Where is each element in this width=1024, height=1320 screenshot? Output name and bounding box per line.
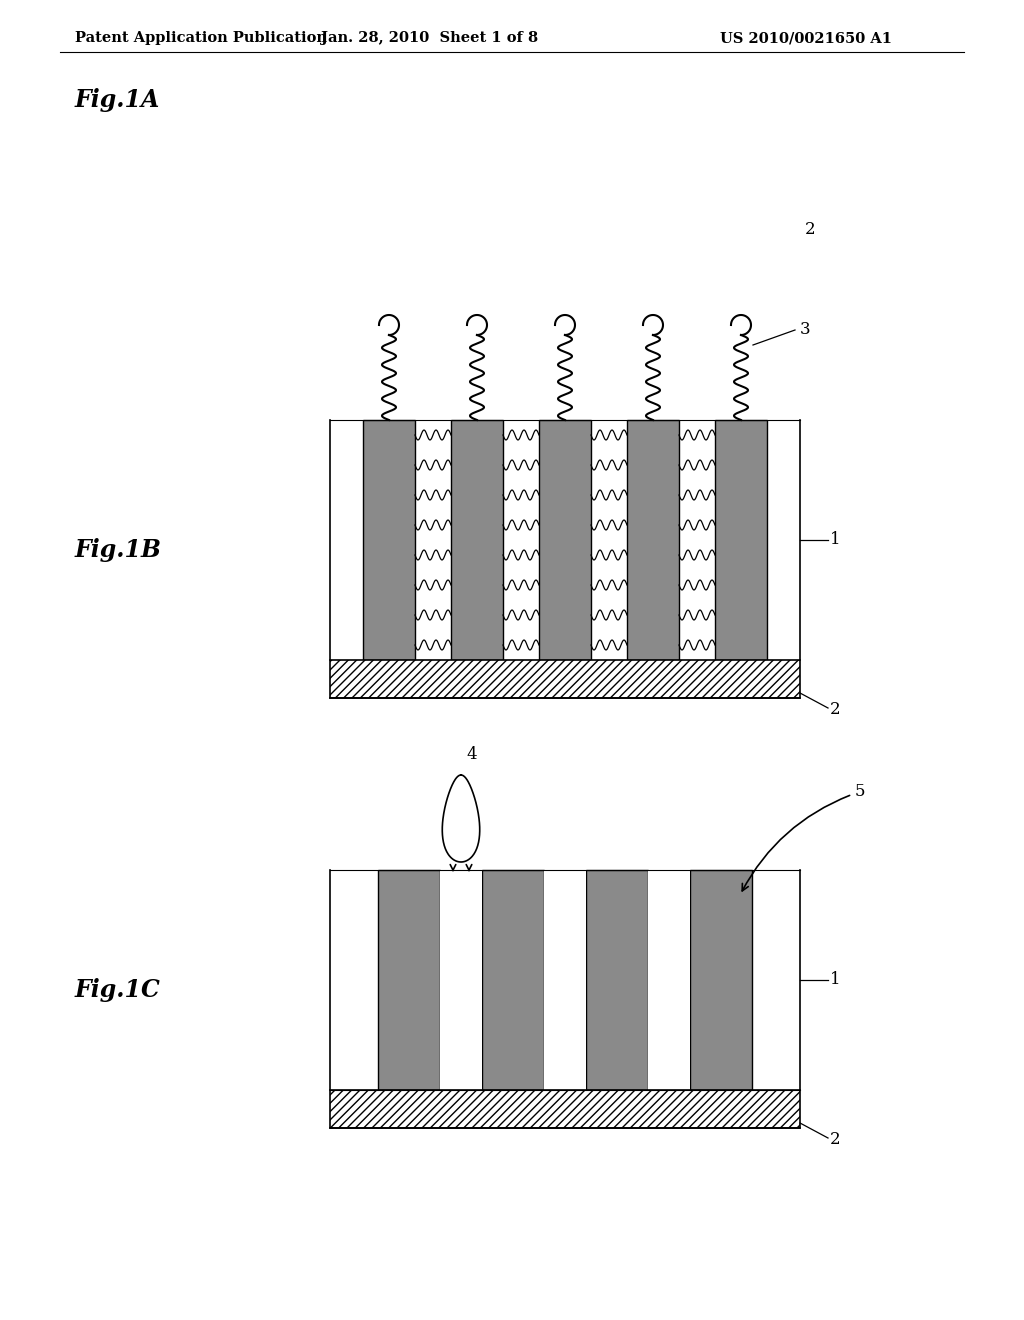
Text: 3: 3 (800, 322, 811, 338)
Text: Fig.1B: Fig.1B (75, 539, 162, 562)
Text: 2: 2 (830, 701, 841, 718)
Text: 1: 1 (830, 532, 841, 549)
Bar (627, 420, 679, 660)
Bar (539, 420, 591, 660)
Text: Patent Application Publication: Patent Application Publication (75, 30, 327, 45)
Bar (690, 870, 752, 1090)
Text: 4: 4 (466, 746, 476, 763)
Bar (378, 870, 440, 1090)
Text: Fig.1C: Fig.1C (75, 978, 161, 1002)
Text: US 2010/0021650 A1: US 2010/0021650 A1 (720, 30, 892, 45)
Polygon shape (442, 775, 479, 862)
Bar (715, 420, 767, 660)
Text: 5: 5 (742, 783, 865, 891)
Text: 2: 2 (830, 1131, 841, 1148)
Bar (330, 1090, 800, 1129)
Text: 1: 1 (830, 972, 841, 989)
Bar (440, 870, 482, 1090)
Bar (330, 660, 800, 698)
Text: Fig.1A: Fig.1A (75, 88, 161, 112)
Text: 2: 2 (805, 222, 816, 239)
Bar (362, 420, 415, 660)
Bar (544, 870, 586, 1090)
Bar (482, 870, 544, 1090)
Bar (586, 870, 648, 1090)
Text: Jan. 28, 2010  Sheet 1 of 8: Jan. 28, 2010 Sheet 1 of 8 (322, 30, 539, 45)
Bar (451, 420, 503, 660)
Bar (648, 870, 690, 1090)
